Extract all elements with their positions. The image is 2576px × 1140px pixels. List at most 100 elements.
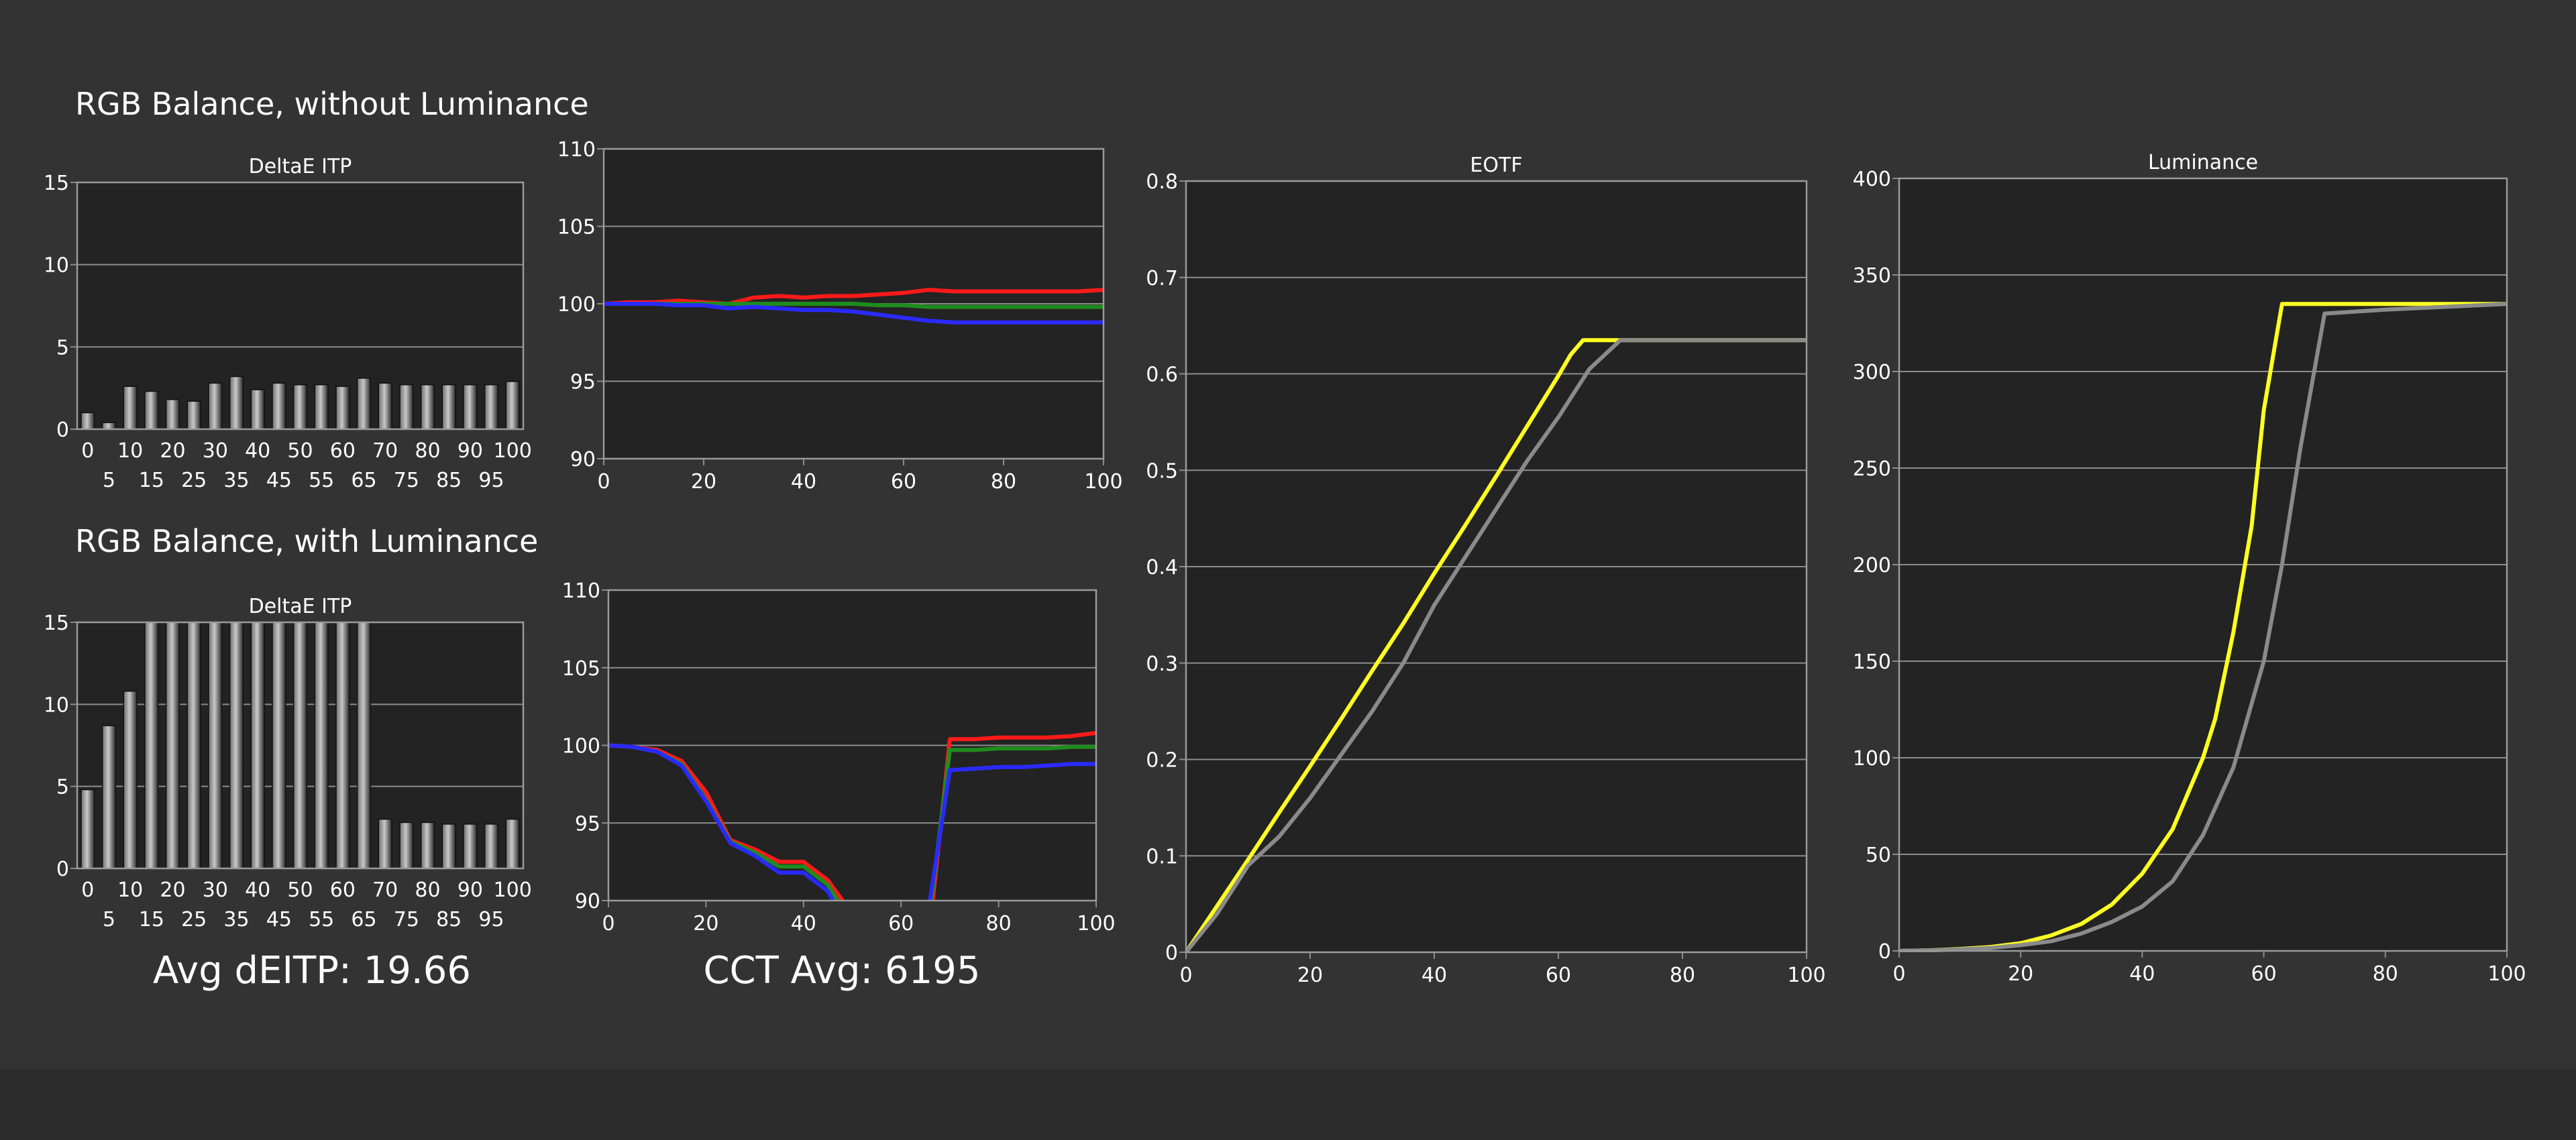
bar-deltae1 [123,386,138,430]
series-line-blue-rgb2 [928,762,1096,901]
bar-deltae2 [505,818,520,869]
bar-deltae2 [463,823,478,869]
x-tick-label-deltae2: 15 [139,908,164,931]
x-tick-label-rgb1: 60 [891,470,916,494]
x-tick-label-deltae1: 90 [458,439,483,463]
y-tick-label-eotf: 0.8 [1146,170,1178,194]
y-tick-label-deltae2: 0 [56,858,69,881]
x-tick-label-deltae1: 85 [436,469,462,492]
avg-deitp-summary: Avg dEITP: 19.66 [153,949,471,992]
y-tick-label-rgb1: 110 [557,138,596,162]
bar-deltae2 [484,823,499,869]
x-tick-label-deltae2: 45 [266,908,292,931]
plot-frame-deltae2 [76,621,525,870]
x-tick-label-deltae1: 30 [203,439,228,463]
y-tick-label-rgb1: 90 [570,448,596,471]
series-line-gray-eotf [1186,338,1807,954]
plot-frame-rgb2 [607,589,1097,902]
x-tick-label-deltae2: 5 [103,908,115,931]
x-tick-label-eotf: 100 [1787,964,1825,987]
bar-deltae1 [484,384,499,430]
x-tick-label-deltae1: 70 [372,439,398,463]
x-tick-label-deltae2: 10 [117,878,143,902]
plot-frame-luminance [1898,177,2508,952]
x-tick-label-deltae1: 20 [160,439,185,463]
y-tick-label-eotf: 0 [1165,942,1178,965]
chart-eotf: 0 0.1 0.2 0.3 0.4 0.5 0.6 0.7 0.8 EOTF 0 20 40 60 80 10… [1146,154,1825,987]
x-tick-label-deltae1: 0 [81,439,94,463]
y-tick-label-rgb2: 90 [575,890,600,913]
x-tick-label-deltae2: 80 [415,878,440,902]
y-tick-label-luminance: 300 [1853,361,1891,384]
bar-deltae2 [101,725,117,869]
x-tick-label-deltae1: 100 [494,439,532,463]
x-tick-label-deltae1: 55 [309,469,334,492]
x-tick-label-rgb1: 80 [991,470,1016,494]
section-title-with-luminance: RGB Balance, with Luminance [75,523,539,559]
bar-deltae1 [441,384,456,430]
chart-title-deltae2: DeltaE ITP [249,595,352,618]
bar-deltae2 [399,821,414,869]
y-tick-label-eotf: 0.1 [1146,845,1178,868]
x-tick-label-deltae2: 20 [160,878,185,902]
y-tick-label-luminance: 350 [1853,264,1891,288]
x-tick-label-deltae1: 15 [139,469,164,492]
y-tick-label-eotf: 0.3 [1146,652,1178,676]
series-line-blue-rgb1 [604,302,1104,325]
x-tick-label-deltae1: 60 [330,439,356,463]
x-tick-label-luminance: 0 [1892,962,1905,986]
y-tick-label-luminance: 400 [1853,168,1891,191]
x-tick-label-rgb2: 80 [986,912,1012,935]
x-tick-label-deltae2: 55 [309,908,334,931]
y-tick-label-eotf: 0.2 [1146,749,1178,773]
bar-deltae1 [165,399,180,430]
bar-deltae1 [335,386,350,430]
bar-deltae1 [505,381,520,430]
x-tick-label-deltae2: 90 [458,878,483,902]
x-tick-label-deltae2: 50 [287,878,313,902]
y-tick-label-luminance: 0 [1878,940,1891,964]
bar-deltae2 [80,789,95,869]
bar-deltae1 [186,400,201,430]
bar-deltae2 [250,622,265,869]
x-tick-label-deltae2: 75 [394,908,419,931]
x-tick-label-rgb1: 100 [1084,470,1122,494]
bar-deltae2 [186,622,201,869]
bar-deltae2 [272,622,286,869]
x-tick-label-deltae2: 25 [181,908,207,931]
bar-deltae1 [250,389,265,430]
x-tick-label-eotf: 0 [1179,964,1192,987]
chart-luminance: 0 50 100 150 200 250 300 350 400 Luminance 0 20 40 60… [1853,151,2526,986]
x-tick-label-rgb2: 60 [888,912,914,935]
bar-deltae2 [208,622,223,869]
bar-deltae2 [378,818,392,869]
x-tick-label-luminance: 40 [2129,962,2155,986]
x-tick-label-deltae2: 100 [494,878,532,902]
bar-deltae1 [399,384,414,430]
y-tick-label-eotf: 0.6 [1146,363,1178,387]
bar-deltae1 [101,422,117,430]
y-tick-label-deltae2: 5 [56,776,69,799]
x-tick-label-deltae1: 45 [266,469,292,492]
x-tick-label-deltae1: 35 [223,469,249,492]
bar-deltae1 [272,382,286,430]
y-tick-label-deltae2: 15 [44,612,69,635]
bar-deltae1 [229,376,244,430]
y-tick-label-luminance: 200 [1853,554,1891,577]
y-tick-label-luminance: 250 [1853,457,1891,481]
bar-deltae2 [420,821,435,869]
x-tick-label-deltae2: 65 [351,908,376,931]
x-tick-label-deltae1: 75 [394,469,419,492]
x-tick-label-deltae1: 50 [287,439,313,463]
series-line-yellow-eotf [1186,338,1807,954]
bar-deltae2 [123,691,138,869]
x-tick-label-deltae1: 25 [181,469,207,492]
bar-deltae2 [229,622,244,869]
y-tick-label-eotf: 0.5 [1146,459,1178,483]
x-tick-label-rgb2: 40 [791,912,816,935]
x-tick-label-rgb1: 40 [791,470,816,494]
